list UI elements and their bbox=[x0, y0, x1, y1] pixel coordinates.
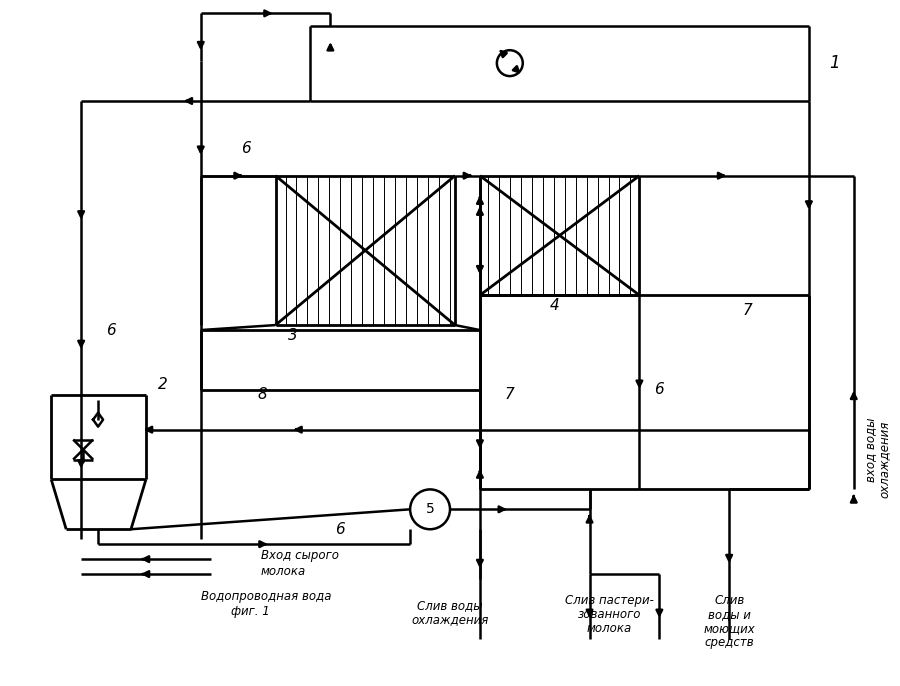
Text: 4: 4 bbox=[550, 298, 560, 313]
Text: 7: 7 bbox=[742, 303, 752, 318]
Text: Водопроводная вода: Водопроводная вода bbox=[201, 591, 331, 604]
Text: 3: 3 bbox=[288, 327, 297, 342]
Text: Слив: Слив bbox=[714, 594, 744, 607]
Text: 2: 2 bbox=[158, 377, 167, 392]
Text: фиг. 1: фиг. 1 bbox=[230, 606, 269, 618]
Text: Слив пастери-: Слив пастери- bbox=[565, 594, 654, 607]
Text: 5: 5 bbox=[426, 502, 435, 517]
Text: Вход сырого: Вход сырого bbox=[261, 549, 338, 562]
Text: 6: 6 bbox=[106, 322, 116, 338]
Text: 1: 1 bbox=[829, 54, 840, 72]
Text: Слив воды: Слив воды bbox=[418, 599, 482, 612]
Text: 6: 6 bbox=[241, 141, 250, 156]
Text: молока: молока bbox=[587, 622, 632, 635]
Text: воды и: воды и bbox=[707, 608, 751, 621]
Text: 6: 6 bbox=[654, 382, 664, 397]
Text: охлаждения: охлаждения bbox=[411, 613, 489, 626]
Text: 6: 6 bbox=[336, 522, 346, 536]
Text: вход воды: вход воды bbox=[864, 417, 878, 482]
Text: средств: средств bbox=[705, 636, 754, 649]
Text: молока: молока bbox=[261, 565, 306, 578]
Text: зованного: зованного bbox=[578, 608, 642, 621]
Text: 8: 8 bbox=[257, 388, 267, 402]
Text: охлаждения: охлаждения bbox=[878, 421, 890, 498]
Text: 7: 7 bbox=[505, 388, 515, 402]
Text: моющих: моющих bbox=[703, 622, 755, 635]
